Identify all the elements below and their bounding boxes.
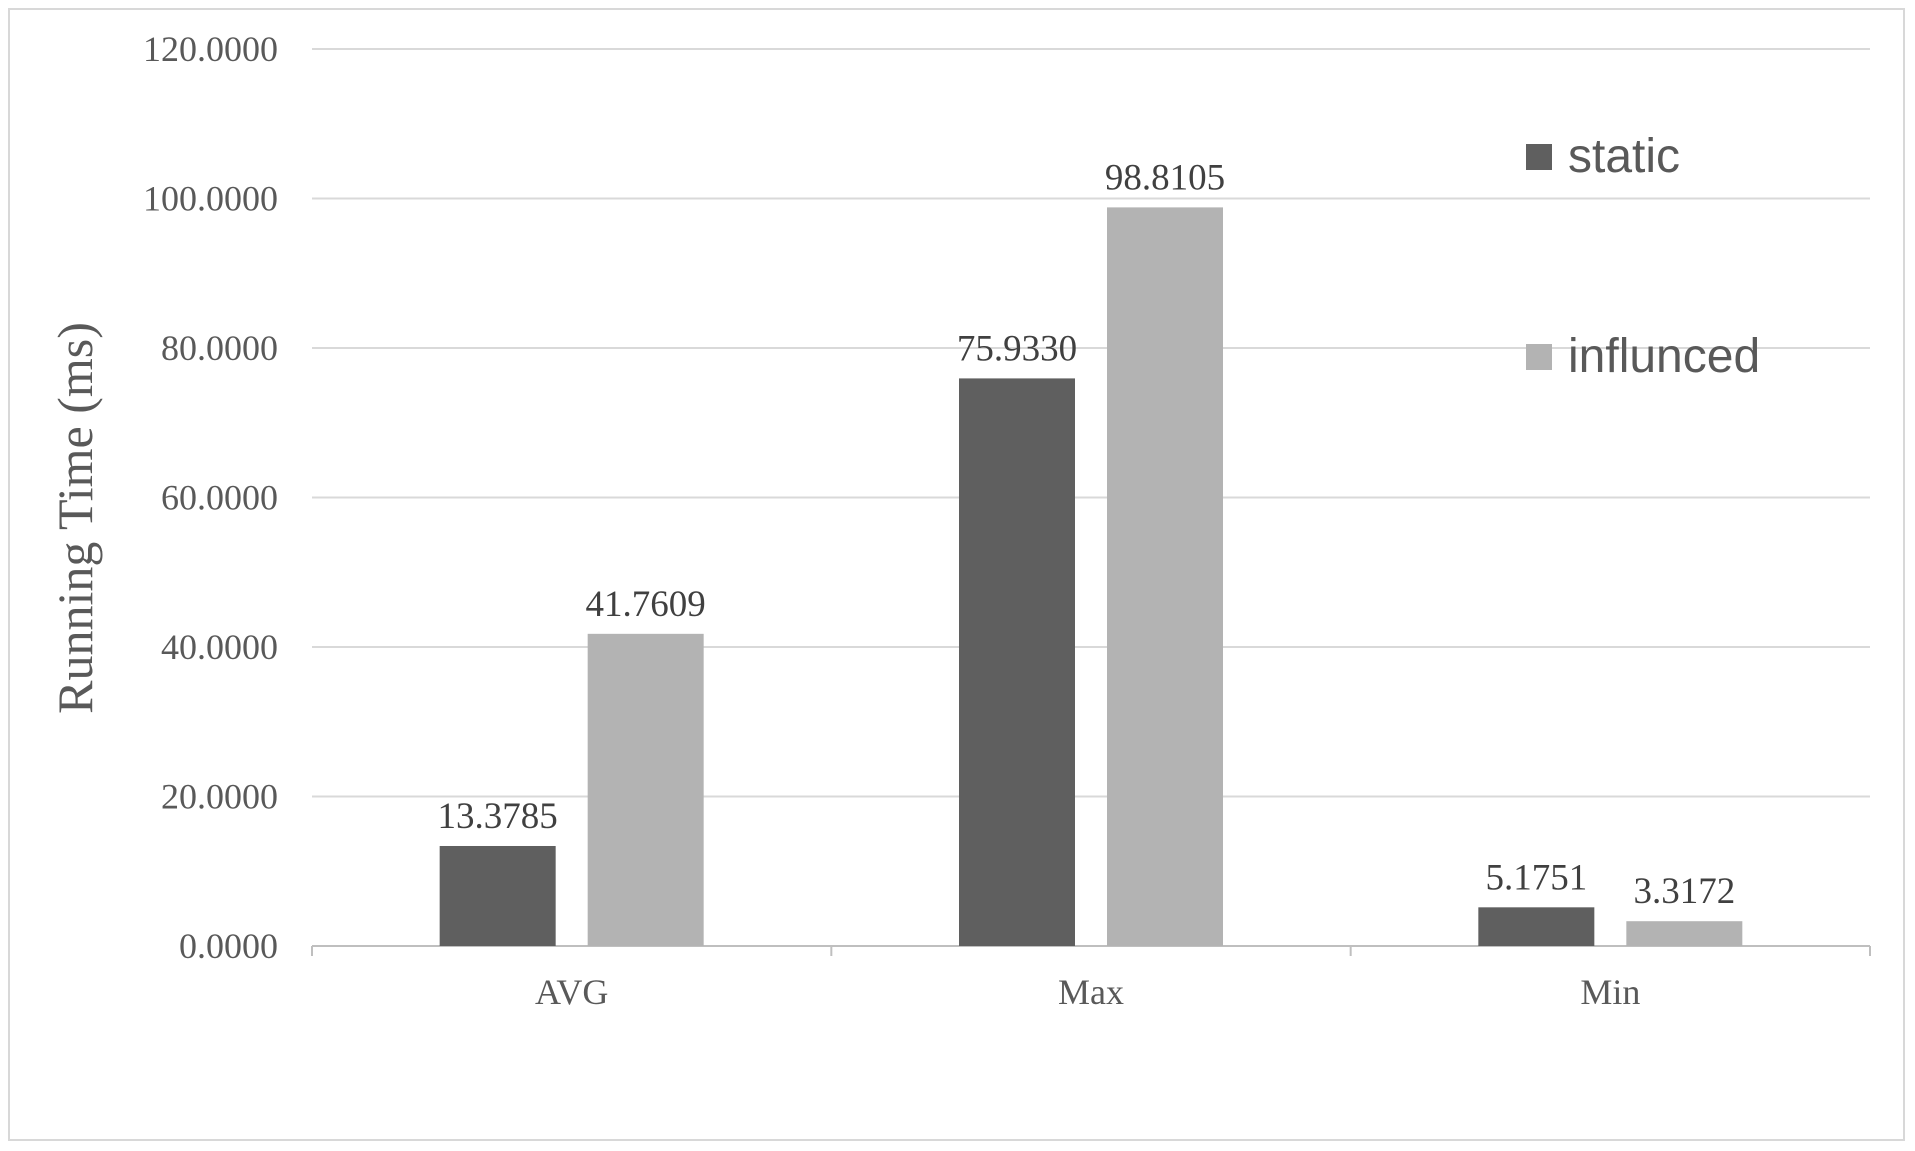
y-tick-label: 40.0000 — [161, 627, 278, 667]
bar-influnced-min — [1626, 921, 1743, 946]
data-label-static-min: 5.1751 — [1485, 857, 1587, 898]
category-label: AVG — [535, 972, 608, 1012]
bar-static-min — [1478, 907, 1595, 946]
y-tick-label: 20.0000 — [161, 777, 278, 817]
data-label-static-max: 75.9330 — [957, 328, 1077, 369]
bar-static-max — [959, 378, 1075, 946]
chart-frame — [8, 8, 1905, 1141]
y-tick-label: 60.0000 — [161, 478, 278, 518]
y-axis-title: Running Time (ms) — [47, 322, 103, 714]
y-tick-label: 0.0000 — [179, 926, 278, 966]
y-tick-label: 120.0000 — [143, 29, 278, 69]
category-labels: AVG Max Min — [535, 972, 1640, 1012]
data-labels: 13.3785 41.7609 75.9330 98.8105 5.1751 3.3172 — [438, 157, 1736, 912]
data-label-static-avg: 13.3785 — [438, 796, 558, 837]
bars — [439, 207, 1743, 947]
y-tick-label: 80.0000 — [161, 328, 278, 368]
legend-swatch-influnced — [1526, 344, 1552, 370]
y-tick-label: 100.0000 — [143, 179, 278, 219]
y-axis-ticks: 0.0000 20.0000 40.0000 60.0000 80.0000 100.00… — [143, 29, 278, 966]
legend-label-influnced: influnced — [1568, 330, 1760, 383]
category-label: Min — [1580, 972, 1640, 1012]
data-label-influnced-min: 3.3172 — [1633, 871, 1735, 912]
bar-influnced-max — [1107, 207, 1223, 947]
legend-swatch-static — [1526, 144, 1552, 170]
data-label-influnced-max: 98.8105 — [1105, 157, 1225, 198]
category-label: Max — [1058, 972, 1124, 1012]
legend: static influnced — [1526, 130, 1760, 383]
x-axis — [311, 945, 1871, 956]
data-label-influnced-avg: 41.7609 — [586, 584, 706, 625]
bar-static-avg — [439, 845, 556, 946]
legend-label-static: static — [1568, 130, 1680, 183]
gridlines — [312, 48, 1870, 798]
bar-influnced-avg — [587, 633, 704, 946]
